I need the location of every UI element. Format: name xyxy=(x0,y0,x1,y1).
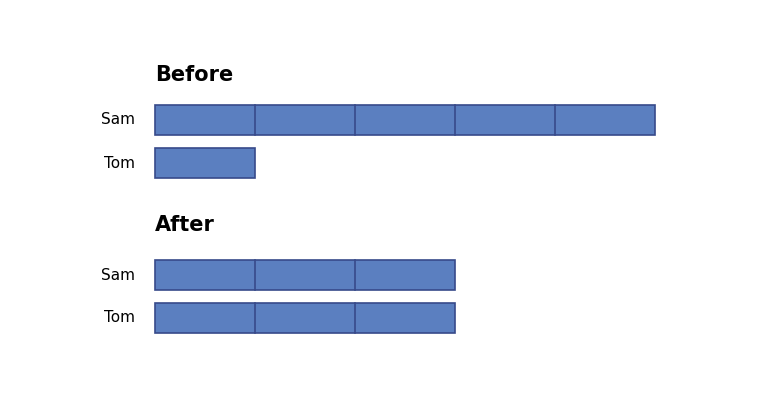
Text: Tom: Tom xyxy=(104,310,135,326)
Text: Sam: Sam xyxy=(101,267,135,282)
Bar xyxy=(155,148,255,178)
Bar xyxy=(155,105,655,135)
Text: Tom: Tom xyxy=(104,156,135,170)
Text: Before: Before xyxy=(155,65,233,85)
Bar xyxy=(155,260,455,290)
Bar xyxy=(155,303,455,333)
Text: After: After xyxy=(155,215,215,235)
Text: Sam: Sam xyxy=(101,113,135,128)
